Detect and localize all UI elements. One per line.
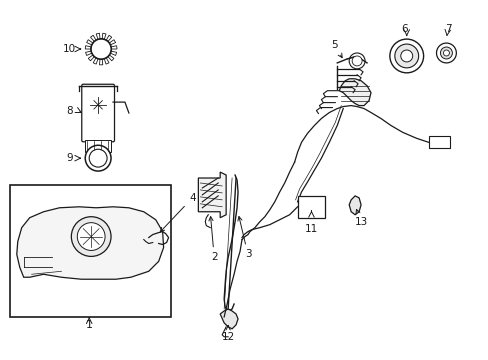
- Polygon shape: [99, 59, 102, 65]
- Text: 5: 5: [330, 40, 342, 58]
- Circle shape: [440, 47, 451, 59]
- Circle shape: [389, 39, 423, 73]
- Text: 1: 1: [85, 320, 93, 330]
- Circle shape: [89, 149, 107, 167]
- FancyBboxPatch shape: [81, 84, 114, 142]
- Text: 10: 10: [62, 44, 76, 54]
- Text: 4: 4: [160, 193, 195, 232]
- Polygon shape: [220, 309, 238, 329]
- Text: 9: 9: [66, 153, 73, 163]
- Circle shape: [394, 44, 418, 68]
- Polygon shape: [88, 55, 94, 61]
- Text: 13: 13: [354, 210, 367, 227]
- Polygon shape: [110, 51, 117, 55]
- Polygon shape: [85, 51, 92, 55]
- Text: 2: 2: [208, 217, 217, 262]
- Polygon shape: [93, 58, 98, 64]
- Bar: [297, 196, 325, 218]
- Polygon shape: [109, 40, 115, 45]
- Text: 11: 11: [304, 224, 318, 234]
- Polygon shape: [17, 207, 163, 279]
- Bar: [10, 185, 170, 317]
- Polygon shape: [104, 58, 109, 64]
- Polygon shape: [102, 33, 106, 40]
- Polygon shape: [85, 46, 91, 49]
- Text: 6: 6: [401, 24, 407, 34]
- Bar: [427, 136, 449, 148]
- Text: 12: 12: [221, 326, 234, 342]
- Circle shape: [351, 56, 361, 66]
- Polygon shape: [339, 79, 370, 105]
- Circle shape: [436, 43, 455, 63]
- Text: 7: 7: [444, 24, 451, 34]
- Polygon shape: [86, 40, 93, 45]
- Polygon shape: [90, 35, 96, 42]
- Circle shape: [71, 217, 111, 256]
- Polygon shape: [348, 196, 360, 215]
- Text: 3: 3: [237, 216, 251, 260]
- Circle shape: [85, 145, 111, 171]
- Circle shape: [400, 50, 412, 62]
- Polygon shape: [107, 55, 114, 61]
- Polygon shape: [96, 33, 100, 40]
- Polygon shape: [106, 35, 112, 42]
- Circle shape: [348, 53, 365, 69]
- Polygon shape: [198, 172, 225, 218]
- Circle shape: [77, 223, 105, 251]
- Polygon shape: [111, 46, 117, 49]
- Polygon shape: [85, 140, 111, 152]
- Circle shape: [91, 39, 111, 59]
- Circle shape: [443, 50, 448, 56]
- Text: 8: 8: [66, 105, 73, 116]
